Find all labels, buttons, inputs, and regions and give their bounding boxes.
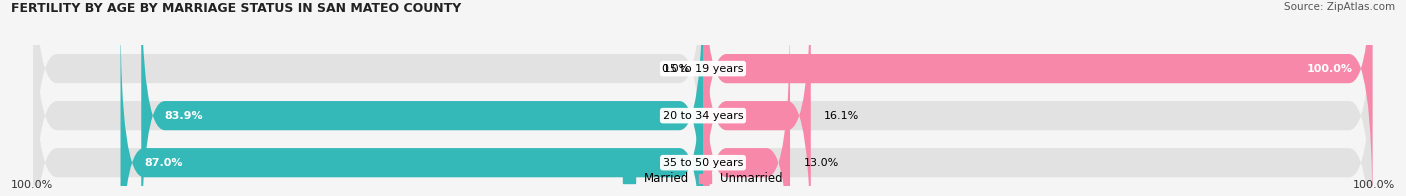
Text: 35 to 50 years: 35 to 50 years [662, 158, 744, 168]
Text: 100.0%: 100.0% [11, 180, 53, 190]
Text: 13.0%: 13.0% [803, 158, 838, 168]
Text: 15 to 19 years: 15 to 19 years [662, 64, 744, 74]
Text: Source: ZipAtlas.com: Source: ZipAtlas.com [1284, 2, 1395, 12]
FancyBboxPatch shape [34, 13, 703, 196]
FancyBboxPatch shape [703, 0, 1372, 196]
FancyBboxPatch shape [703, 13, 1372, 196]
Text: 0.0%: 0.0% [661, 64, 689, 74]
Text: 87.0%: 87.0% [143, 158, 183, 168]
FancyBboxPatch shape [703, 0, 811, 196]
FancyBboxPatch shape [703, 0, 1372, 196]
FancyBboxPatch shape [34, 0, 703, 196]
FancyBboxPatch shape [121, 13, 703, 196]
Text: 20 to 34 years: 20 to 34 years [662, 111, 744, 121]
Text: 16.1%: 16.1% [824, 111, 859, 121]
FancyBboxPatch shape [141, 0, 703, 196]
Text: 100.0%: 100.0% [1353, 180, 1395, 190]
Text: 83.9%: 83.9% [165, 111, 204, 121]
FancyBboxPatch shape [34, 0, 703, 196]
FancyBboxPatch shape [703, 0, 1372, 196]
Text: 100.0%: 100.0% [1306, 64, 1353, 74]
FancyBboxPatch shape [703, 13, 790, 196]
Text: FERTILITY BY AGE BY MARRIAGE STATUS IN SAN MATEO COUNTY: FERTILITY BY AGE BY MARRIAGE STATUS IN S… [11, 2, 461, 15]
Legend: Married, Unmarried: Married, Unmarried [619, 168, 787, 190]
